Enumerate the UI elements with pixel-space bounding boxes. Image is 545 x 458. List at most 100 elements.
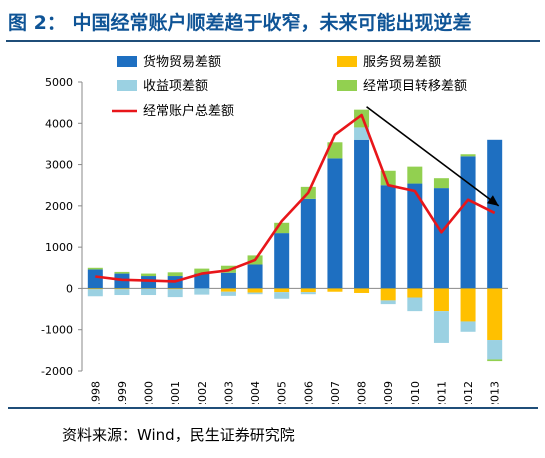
bar-series-0-2006 [300, 198, 316, 289]
figure-title: 图 2： 中国经常账户顺差趋于收窄，未来可能出现逆差 [8, 12, 472, 34]
bars [87, 109, 503, 362]
x-tick-label: 2008 [356, 381, 369, 404]
x-tick-label: 2002 [196, 381, 209, 404]
total-line [95, 113, 496, 283]
bar-series-2-2011 [433, 311, 449, 343]
bar-series-0-2000 [141, 276, 157, 289]
legend-swatch-2 [117, 80, 137, 91]
bar-series-3-2012 [460, 154, 476, 157]
bar-series-3-2002 [194, 268, 210, 274]
bar-series-2-2002 [194, 288, 210, 295]
x-tick-label: 2010 [409, 381, 422, 404]
bar-series-2-2001 [167, 289, 183, 298]
bar-series-0-2010 [407, 183, 423, 289]
bar-series-3-2000 [141, 273, 157, 277]
legend-swatch-3 [337, 80, 357, 91]
bar-series-2-2000 [141, 288, 157, 296]
bar-series-2-2008 [354, 127, 370, 140]
legend-label-4: 经常账户总差额 [143, 103, 234, 119]
x-tick-label: 2011 [435, 381, 448, 404]
bar-series-3-2011 [433, 178, 449, 189]
y-tick-label: 5000 [45, 76, 73, 89]
bar-series-1-1998 [87, 288, 103, 290]
y-tick-label: 0 [66, 282, 73, 295]
x-tick-label: 2006 [302, 381, 315, 404]
bar-series-2-2010 [407, 297, 423, 312]
bar-series-1-2012 [460, 288, 476, 322]
x-tick-label: 2009 [382, 381, 395, 404]
bar-series-0-1998 [87, 269, 103, 289]
bar-series-1-2003 [220, 288, 236, 292]
legend-label-1: 服务贸易差额 [363, 54, 441, 70]
bar-series-0-2012 [460, 156, 476, 289]
total-balance-line [95, 113, 496, 283]
bar-series-3-1998 [87, 267, 103, 270]
bar-series-1-1999 [114, 288, 130, 290]
y-tick-label: -2000 [41, 365, 73, 378]
bar-series-3-2001 [167, 272, 183, 277]
legend-label-0: 货物贸易差额 [143, 54, 221, 70]
bar-series-3-2013 [487, 359, 503, 362]
trend-arrow-shaft [366, 106, 500, 207]
y-tick-label: -1000 [41, 324, 73, 337]
legend-label-2: 收益项差额 [143, 79, 208, 94]
y-tick-label: 4000 [45, 117, 73, 130]
bar-series-2-2005 [274, 292, 290, 299]
bar-series-2-1999 [114, 289, 130, 296]
bar-series-3-2010 [407, 166, 423, 184]
bar-series-0-2008 [354, 139, 370, 289]
bar-series-3-2005 [274, 222, 290, 234]
bar-series-0-2013 [487, 139, 503, 289]
bar-series-1-2011 [433, 288, 449, 312]
bar-series-2-2009 [380, 300, 396, 305]
x-tick-label: 2000 [143, 381, 156, 404]
x-tick-label: 2004 [249, 381, 262, 404]
bar-series-1-2006 [300, 288, 316, 293]
bar-series-0-2004 [247, 264, 263, 289]
bar-series-2-2013 [487, 340, 503, 360]
y-tick-label: 3000 [45, 159, 73, 172]
legend-swatch-0 [117, 56, 137, 67]
x-tick-label: 1998 [89, 381, 102, 404]
x-tick-label: 2001 [169, 381, 182, 404]
y-tick-label: 2000 [45, 200, 73, 213]
bar-series-2-1998 [87, 289, 103, 297]
source-divider [8, 407, 538, 409]
bar-series-1-2000 [141, 288, 157, 289]
title-divider [6, 40, 540, 42]
legend-label-3: 经常项目转移差额 [363, 79, 467, 94]
bar-series-2-2006 [300, 292, 316, 295]
bar-series-1-2007 [327, 288, 343, 292]
bar-series-3-1999 [114, 271, 130, 274]
x-tick-label: 2007 [329, 381, 342, 404]
x-tick-label: 1999 [116, 381, 129, 404]
legend-swatch-1 [337, 56, 357, 67]
bar-series-0-2011 [433, 188, 449, 289]
x-tick-label: 2012 [462, 381, 475, 404]
bar-series-1-2005 [274, 288, 290, 293]
source-note: 资料来源：Wind，民生证券研究院 [62, 426, 295, 444]
bar-series-1-2009 [380, 288, 396, 301]
bar-series-1-2010 [407, 288, 423, 298]
bar-series-1-2008 [354, 288, 370, 293]
y-tick-label: 1000 [45, 241, 73, 254]
bar-series-3-2007 [327, 142, 343, 159]
bar-series-0-2009 [380, 185, 396, 289]
bar-series-0-2007 [327, 158, 343, 289]
x-tick-label: 2005 [276, 381, 289, 404]
bar-series-0-2003 [220, 272, 236, 289]
bar-series-1-2004 [247, 288, 263, 293]
bar-series-0-2005 [274, 233, 290, 289]
bar-series-2-2012 [460, 321, 476, 332]
x-tick-label: 2003 [222, 381, 235, 404]
x-tick-label: 2013 [489, 381, 502, 404]
bar-series-1-2001 [167, 288, 183, 290]
bar-series-2-2004 [247, 292, 263, 295]
trend-arrow [366, 106, 500, 207]
trend-arrow-head [486, 195, 499, 206]
bar-series-0-2002 [194, 273, 210, 289]
bar-series-1-2013 [487, 288, 503, 341]
bar-series-2-2003 [220, 291, 236, 296]
